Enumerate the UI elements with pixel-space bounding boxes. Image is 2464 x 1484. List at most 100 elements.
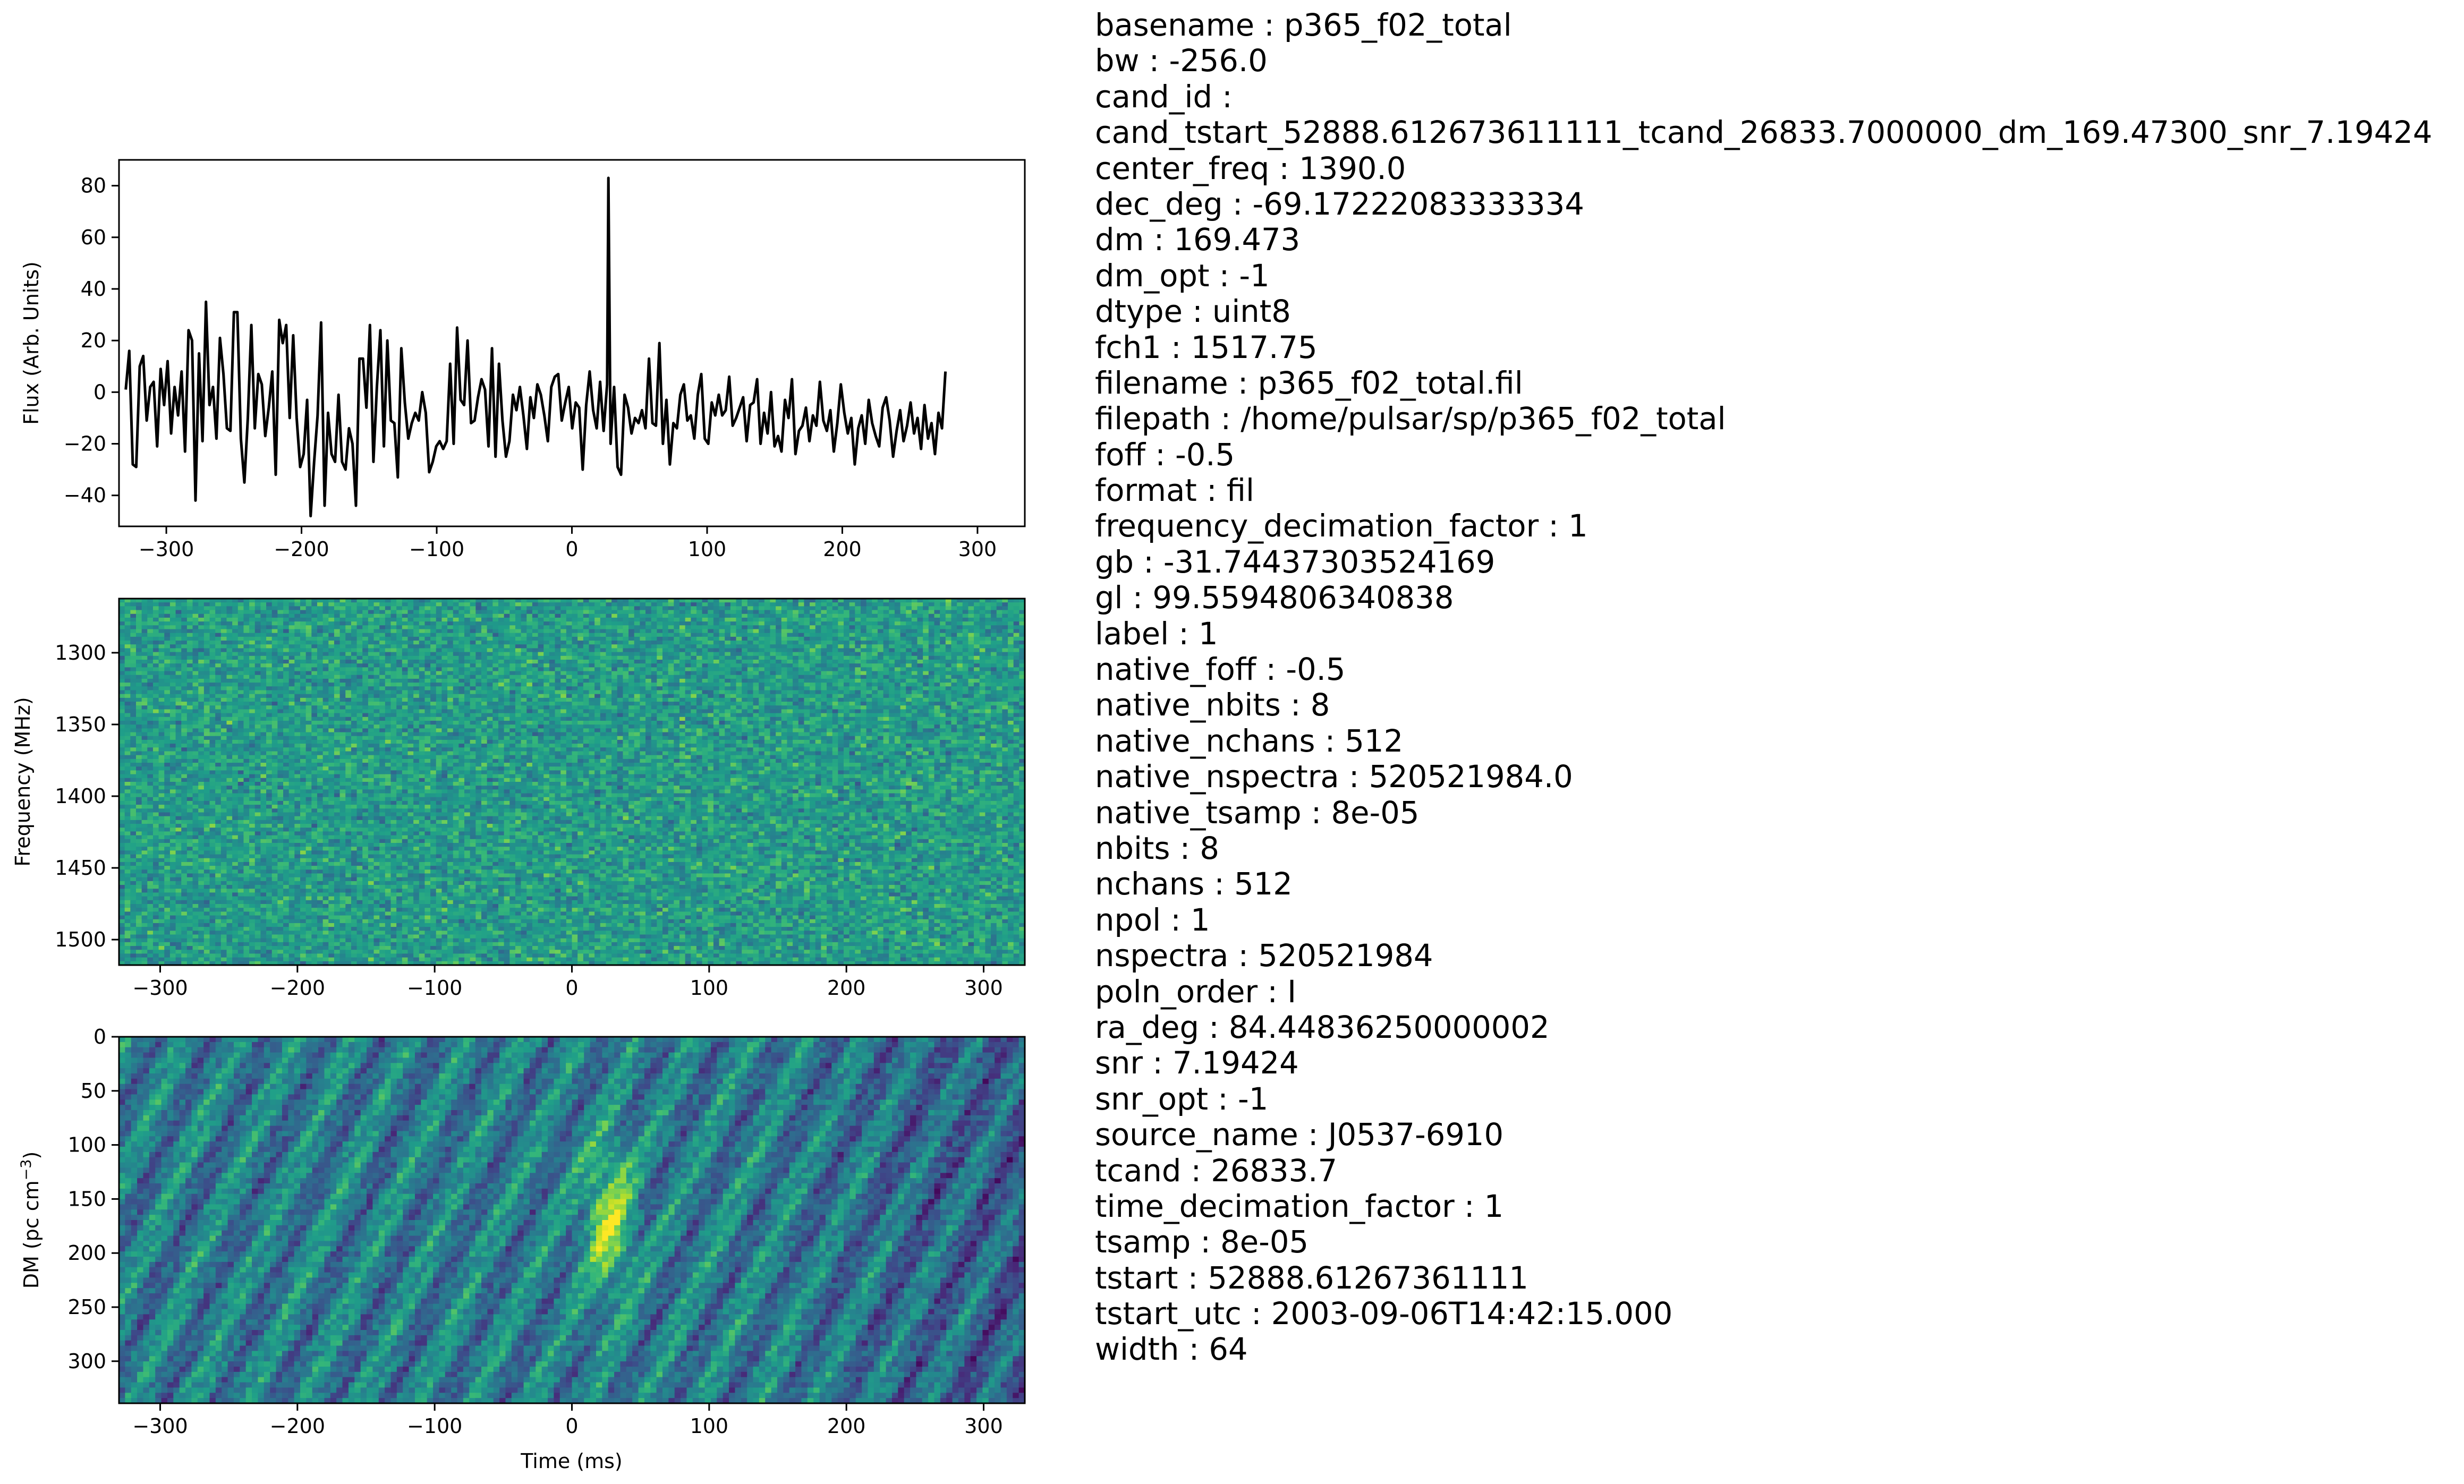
frequency-time-cell (277, 610, 284, 615)
frequency-time-cell (515, 606, 522, 611)
frequency-time-cell (260, 617, 267, 622)
frequency-time-cell (606, 694, 612, 698)
frequency-time-cell (492, 678, 499, 683)
frequency-time-cell (1019, 599, 1025, 603)
frequency-time-cell (742, 644, 748, 649)
frequency-time-cell (934, 621, 940, 626)
frequency-time-cell (583, 709, 590, 714)
frequency-time-cell (911, 683, 918, 687)
frequency-time-cell (810, 671, 816, 676)
frequency-time-cell (339, 636, 346, 641)
frequency-time-cell (685, 683, 691, 687)
frequency-time-cell (226, 683, 233, 687)
frequency-time-cell (945, 697, 952, 702)
frequency-time-cell (504, 705, 510, 710)
frequency-time-cell (458, 652, 465, 656)
frequency-time-cell (492, 655, 499, 660)
frequency-time-cell (436, 641, 443, 645)
frequency-time-cell (254, 636, 261, 641)
frequency-time-cell (1019, 644, 1025, 649)
frequency-time-cell (198, 686, 205, 691)
frequency-time-cell (951, 675, 957, 679)
frequency-time-cell (657, 697, 663, 702)
frequency-time-cell (651, 655, 657, 660)
frequency-time-cell (311, 660, 318, 664)
frequency-time-cell (991, 667, 997, 672)
frequency-time-cell (657, 629, 663, 634)
frequency-time-cell (169, 660, 176, 664)
frequency-time-cell (549, 644, 556, 649)
frequency-time-cell (662, 613, 669, 618)
frequency-time-cell (872, 709, 878, 714)
frequency-time-cell (776, 709, 782, 714)
frequency-time-cell (906, 709, 912, 714)
frequency-time-cell (617, 641, 624, 645)
frequency-time-cell (424, 690, 431, 695)
frequency-time-cell (877, 613, 884, 618)
frequency-time-cell (844, 613, 850, 618)
frequency-time-cell (877, 602, 884, 607)
frequency-time-cell (407, 610, 414, 615)
frequency-time-cell (379, 629, 386, 634)
frequency-time-cell (810, 709, 816, 714)
frequency-time-cell (770, 667, 776, 672)
frequency-time-cell (243, 621, 250, 626)
frequency-time-cell (957, 606, 963, 611)
frequency-time-cell (345, 613, 352, 618)
frequency-time-cell (334, 629, 341, 634)
frequency-time-cell (979, 621, 986, 626)
frequency-time-cell (407, 660, 414, 664)
frequency-time-cell (827, 683, 833, 687)
frequency-time-cell (855, 694, 861, 698)
frequency-time-cell (611, 610, 618, 615)
frequency-time-cell (317, 629, 324, 634)
frequency-time-cell (725, 602, 731, 607)
frequency-time-cell (186, 606, 193, 611)
frequency-time-cell (645, 610, 652, 615)
frequency-time-cell (781, 641, 788, 645)
frequency-time-cell (226, 690, 233, 695)
frequency-time-cell (877, 713, 884, 718)
frequency-time-cell (345, 617, 352, 622)
frequency-time-cell (962, 675, 969, 679)
frequency-time-cell (220, 702, 227, 706)
frequency-time-cell (175, 694, 182, 698)
frequency-time-cell (962, 652, 969, 656)
frequency-time-cell (985, 625, 991, 630)
frequency-time-cell (657, 660, 663, 664)
frequency-time-cell (691, 625, 697, 630)
frequency-time-cell (164, 675, 171, 679)
frequency-time-cell (464, 705, 471, 710)
frequency-time-cell (475, 660, 482, 664)
frequency-time-cell (906, 652, 912, 656)
frequency-time-cell (923, 641, 929, 645)
frequency-time-cell (464, 606, 471, 611)
frequency-time-cell (368, 621, 375, 626)
frequency-time-cell (1013, 629, 1019, 634)
frequency-time-cell (339, 709, 346, 714)
frequency-time-cell (430, 641, 437, 645)
frequency-time-cell (249, 675, 256, 679)
frequency-time-cell (877, 667, 884, 672)
frequency-time-cell (260, 705, 267, 710)
frequency-time-cell (979, 671, 986, 676)
frequency-time-cell (668, 702, 674, 706)
frequency-time-cell (696, 625, 703, 630)
frequency-time-cell (169, 713, 176, 718)
frequency-time-cell (798, 652, 805, 656)
frequency-time-cell (968, 655, 974, 660)
frequency-time-cell (1019, 675, 1025, 679)
frequency-time-cell (498, 667, 505, 672)
frequency-time-cell (407, 641, 414, 645)
frequency-time-cell (583, 648, 590, 653)
frequency-time-cell (832, 621, 838, 626)
frequency-time-cell (198, 625, 205, 630)
frequency-time-cell (657, 599, 663, 603)
frequency-time-cell (351, 663, 358, 668)
frequency-time-cell (464, 694, 471, 698)
frequency-time-cell (152, 621, 159, 626)
frequency-time-cell (804, 621, 810, 626)
frequency-time-cell (288, 675, 295, 679)
frequency-time-cell (130, 705, 137, 710)
frequency-time-cell (254, 683, 261, 687)
